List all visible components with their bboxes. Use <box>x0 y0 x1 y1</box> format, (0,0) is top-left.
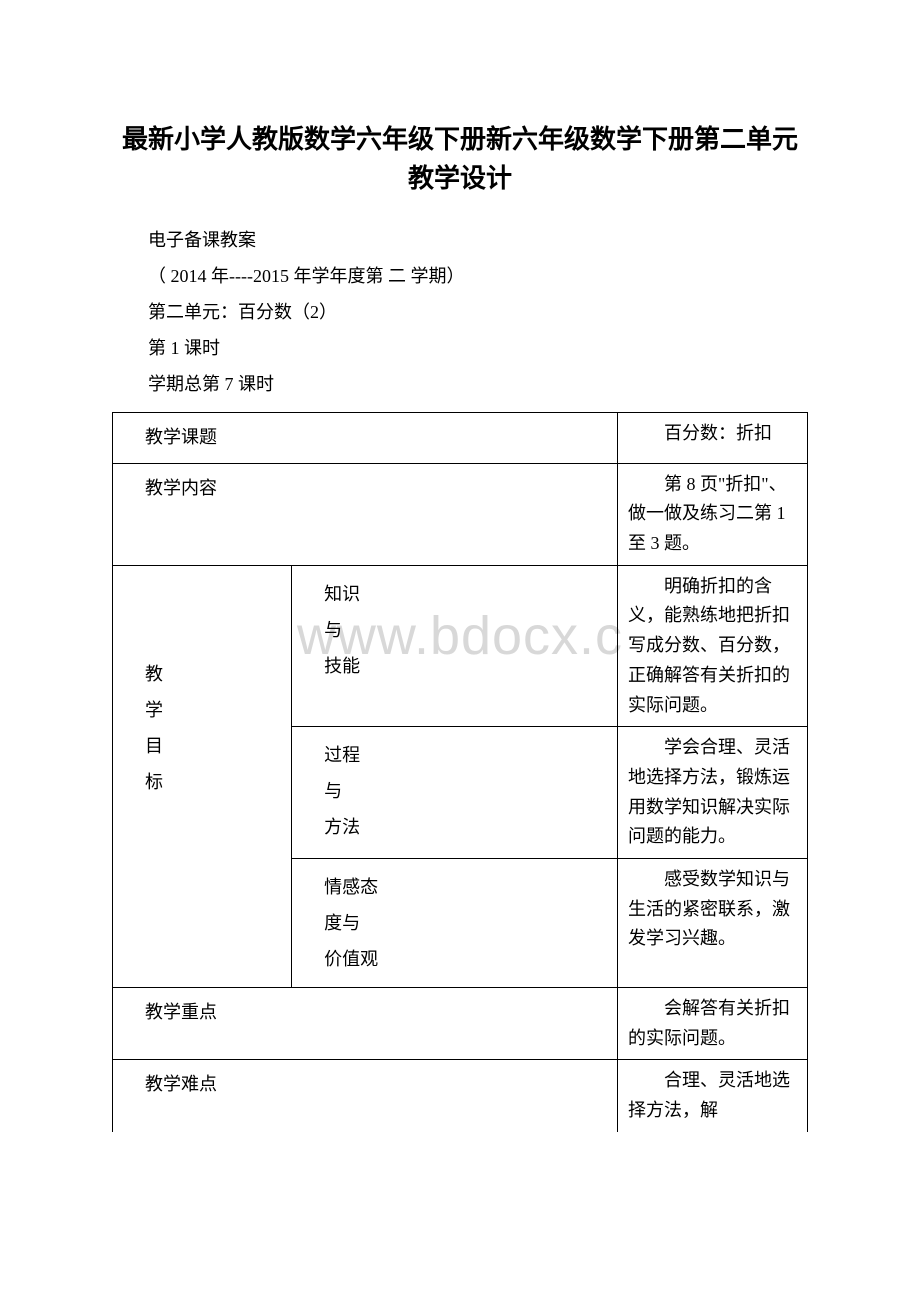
label-teaching-difficulty: 教学难点 <box>113 1060 618 1132</box>
table-row: 教学重点 会解答有关折扣的实际问题。 <box>113 987 808 1059</box>
label-knowledge-skill: 知识 与 技能 <box>292 565 618 726</box>
mid-line: 过程 <box>324 737 617 773</box>
value-content: 第 8 页"折扣"、做一做及练习二第 1 至 3 题。 <box>617 463 807 565</box>
label-content: 教学内容 <box>113 463 618 565</box>
value-teaching-difficulty: 合理、灵活地选择方法，解 <box>617 1060 807 1132</box>
intro-line-1: 电子备课教案 <box>112 222 808 258</box>
value-process-method: 学会合理、灵活地选择方法，锻炼运用数学知识解决实际问题的能力。 <box>617 727 807 859</box>
lesson-plan-table: 教学课题 百分数：折扣 教学内容 第 8 页"折扣"、做一做及练习二第 1 至 … <box>112 412 808 1132</box>
goals-label-char: 标 <box>145 764 291 800</box>
goals-label-char: 目 <box>145 728 291 764</box>
intro-line-3: 第二单元：百分数（2） <box>112 294 808 330</box>
label-process-method: 过程 与 方法 <box>292 727 618 859</box>
label-teaching-focus: 教学重点 <box>113 987 618 1059</box>
value-emotion-value: 感受数学知识与生活的紧密联系，激发学习兴趣。 <box>617 858 807 987</box>
mid-line: 方法 <box>324 809 617 845</box>
mid-line: 度与 <box>324 905 617 941</box>
goals-label-char: 学 <box>145 692 291 728</box>
table-row: 教 学 目 标 知识 与 技能 明确折扣的含义，能熟练地把折扣写成分数、百分数，… <box>113 565 808 726</box>
mid-line: 技能 <box>324 648 617 684</box>
value-teaching-focus: 会解答有关折扣的实际问题。 <box>617 987 807 1059</box>
table-row: 教学课题 百分数：折扣 <box>113 413 808 464</box>
mid-line: 情感态 <box>324 869 617 905</box>
mid-line: 知识 <box>324 576 617 612</box>
value-knowledge-skill: 明确折扣的含义，能熟练地把折扣写成分数、百分数，正确解答有关折扣的实际问题。 <box>617 565 807 726</box>
label-goals-section: 教 学 目 标 <box>113 565 292 987</box>
goals-label-char: 教 <box>145 656 291 692</box>
table-row: 教学内容 第 8 页"折扣"、做一做及练习二第 1 至 3 题。 <box>113 463 808 565</box>
value-topic: 百分数：折扣 <box>617 413 807 464</box>
label-topic: 教学课题 <box>113 413 618 464</box>
intro-line-4: 第 1 课时 <box>112 330 808 366</box>
label-emotion-value: 情感态 度与 价值观 <box>292 858 618 987</box>
intro-line-5: 学期总第 7 课时 <box>112 366 808 402</box>
mid-line: 价值观 <box>324 941 617 977</box>
table-row: 教学难点 合理、灵活地选择方法，解 <box>113 1060 808 1132</box>
mid-line: 与 <box>324 612 617 648</box>
intro-line-2: （ 2014 年----2015 年学年度第 二 学期） <box>112 258 808 294</box>
mid-line: 与 <box>324 773 617 809</box>
document-title: 最新小学人教版数学六年级下册新六年级数学下册第二单元教学设计 <box>112 120 808 198</box>
